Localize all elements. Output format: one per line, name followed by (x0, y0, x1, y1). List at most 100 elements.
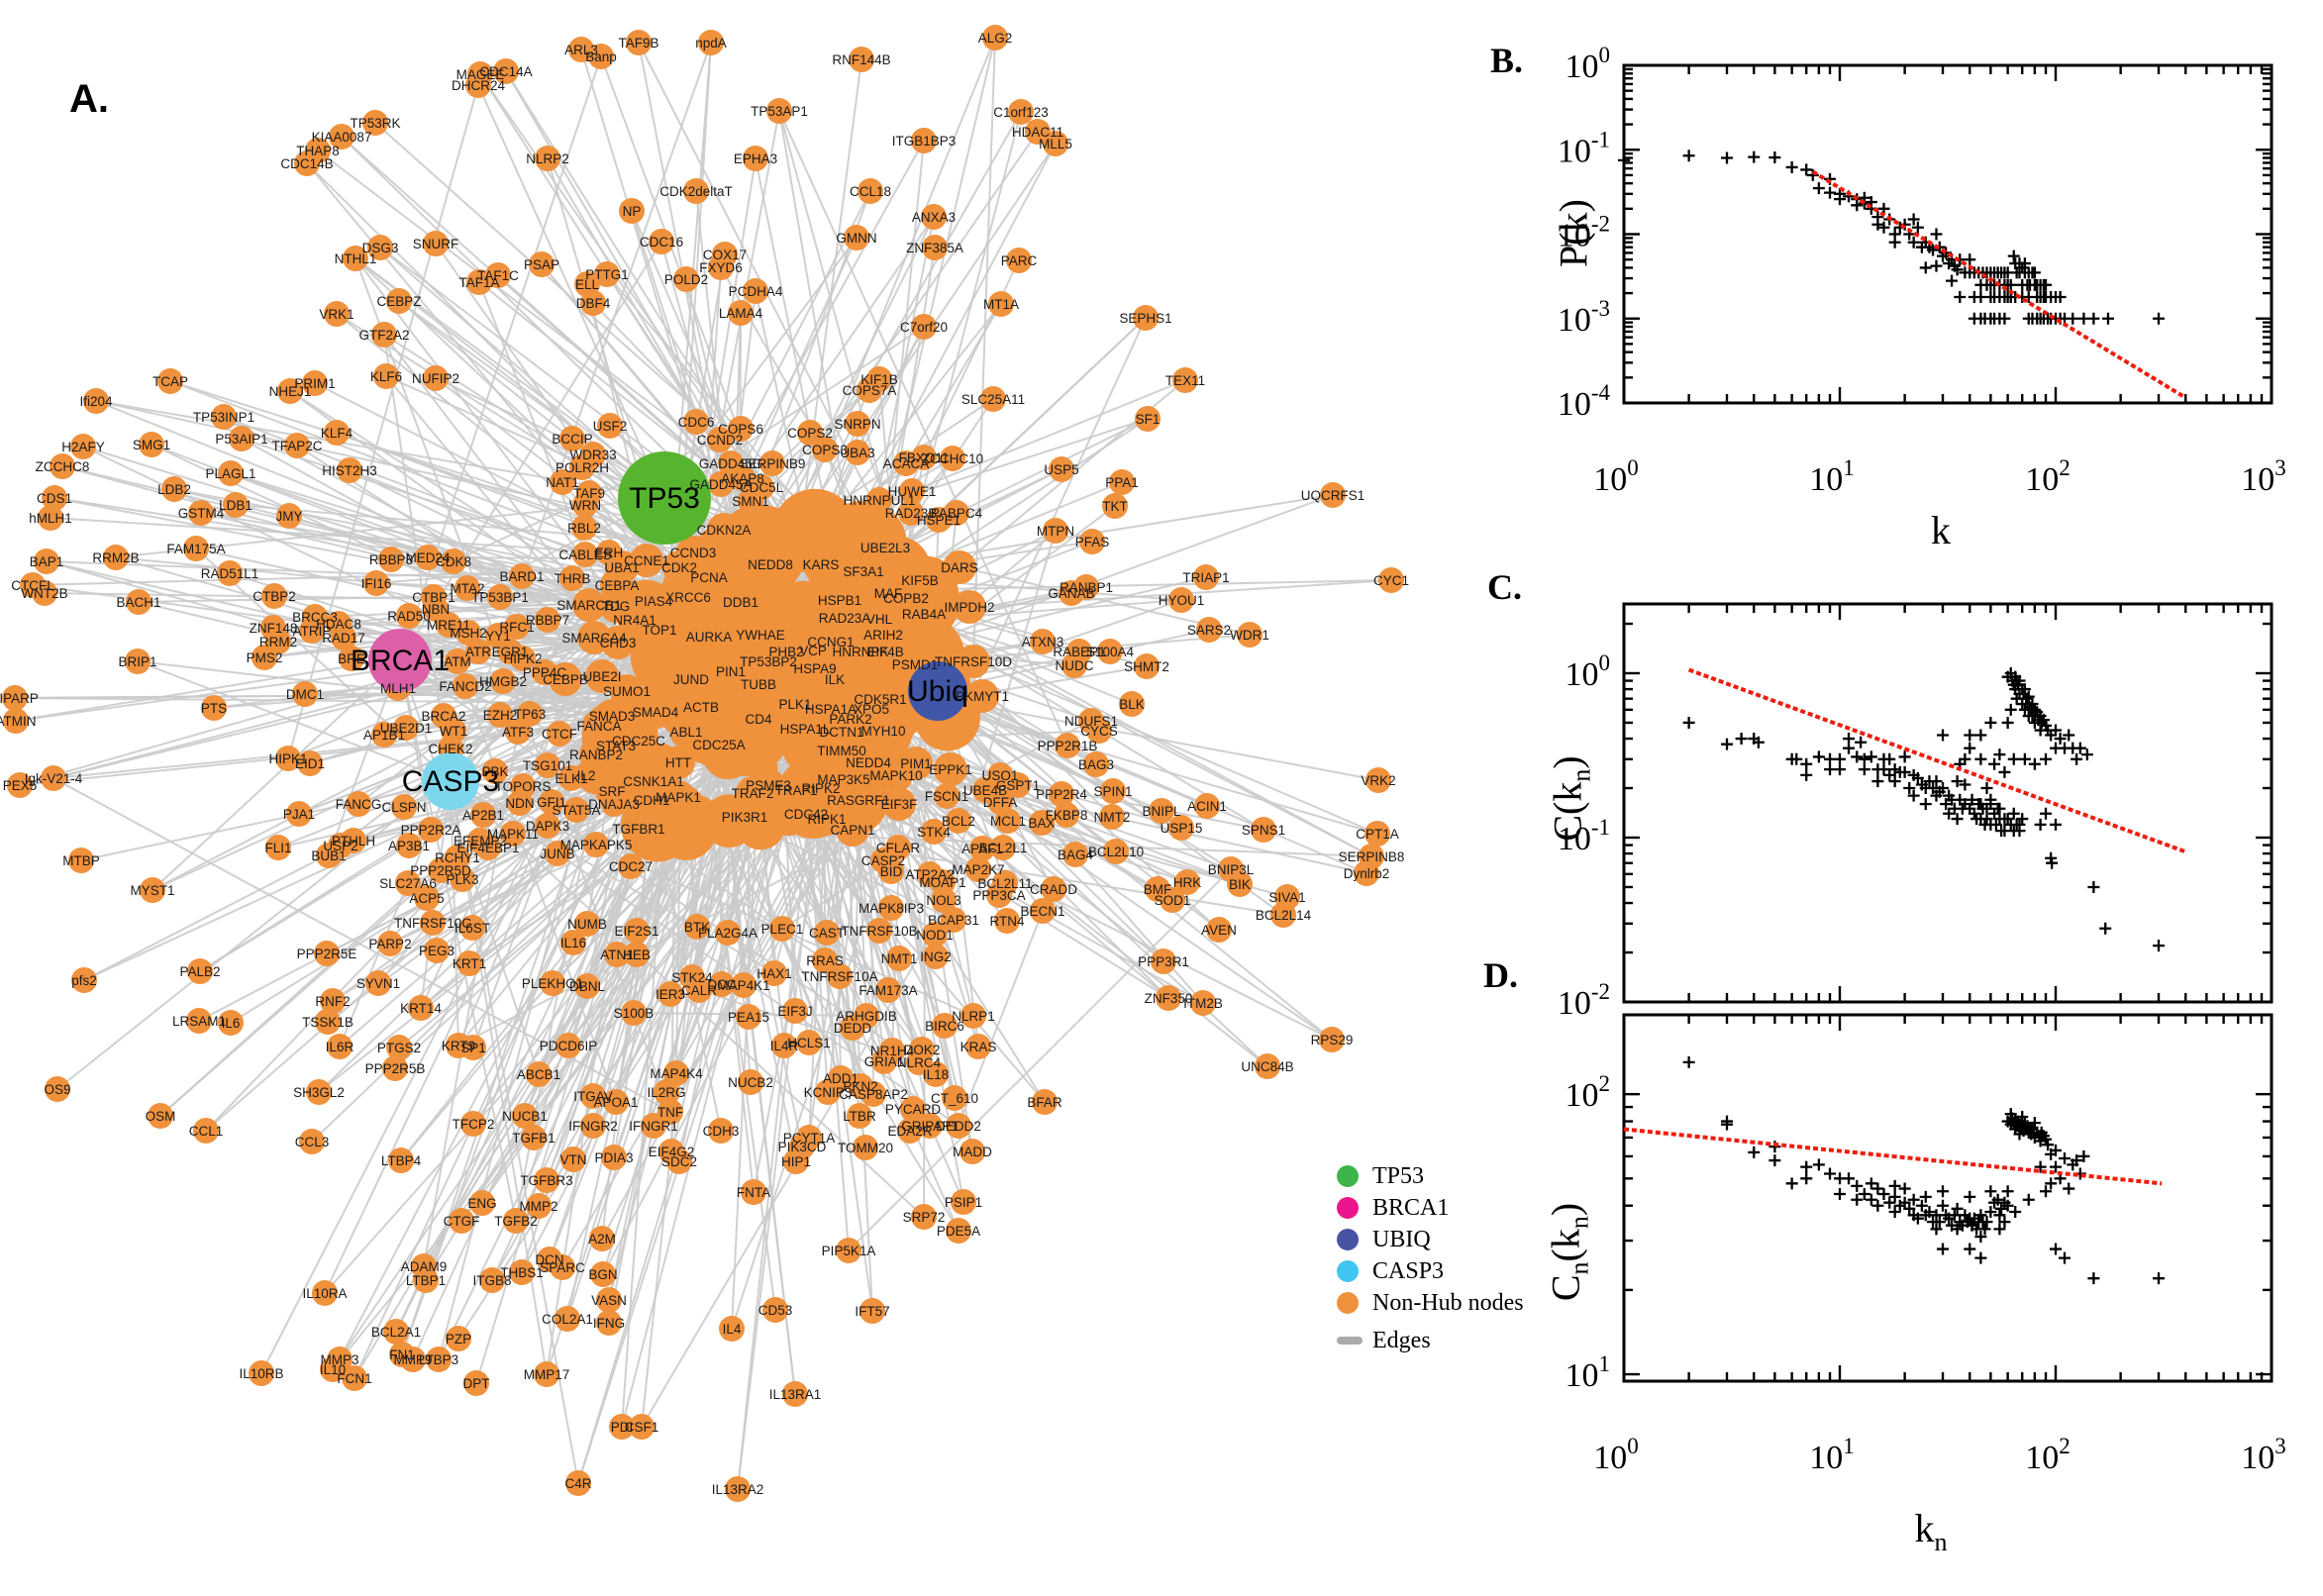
plot-b-ylabel: P(k) (1551, 199, 1596, 267)
network-node (1193, 564, 1219, 590)
network-edge (958, 910, 1044, 1127)
network-node (610, 674, 644, 708)
network-node (482, 758, 508, 784)
plot-d-ylabel: Cn(kn) (1543, 1202, 1594, 1302)
network-edge (195, 548, 452, 782)
network-node (922, 235, 948, 260)
network-node (692, 620, 726, 653)
plot-d-data-points (1682, 1055, 2166, 1285)
network-node (825, 734, 858, 767)
network-node (1030, 629, 1056, 654)
network-node (708, 471, 734, 497)
network-node (858, 178, 883, 204)
network-node (371, 722, 397, 748)
network-node (568, 37, 594, 62)
network-node (683, 409, 709, 435)
network-node (535, 752, 560, 778)
network-node (893, 450, 919, 476)
network-node (845, 440, 870, 465)
network-node (788, 712, 822, 746)
network-node (898, 500, 924, 526)
plot-c-ytick-10e0: 100 (1566, 650, 1611, 693)
plot-c-ylabel: C(kn) (1545, 755, 1596, 842)
network-node (454, 575, 480, 601)
network-node (595, 774, 629, 808)
network-node (661, 746, 695, 779)
network-node (572, 542, 598, 567)
network-edge (972, 37, 996, 662)
network-node (569, 454, 595, 480)
network-node (844, 225, 869, 250)
network-node (505, 719, 531, 745)
network-node (1172, 367, 1198, 393)
network-node (673, 266, 699, 292)
network-node (597, 413, 623, 439)
network-node (367, 235, 393, 260)
network-edge (848, 868, 1232, 1251)
network-edge (32, 566, 695, 586)
network-node (707, 427, 733, 452)
network-node (594, 261, 620, 287)
network-node (744, 618, 777, 651)
network-edge (515, 639, 701, 1222)
plot-d-frame (1622, 1013, 2273, 1383)
network-node (386, 288, 412, 314)
network-node (466, 269, 492, 295)
network-node (911, 128, 937, 153)
plot-c-data-points (1682, 666, 2166, 952)
network-node (1135, 406, 1161, 432)
plot-c-ytick-10e-2: 10-2 (1558, 979, 1610, 1022)
network-node (852, 746, 885, 779)
plot-b-frame (1622, 63, 2273, 405)
network-node (373, 363, 399, 389)
network-node (845, 411, 870, 437)
network-node (292, 681, 318, 707)
network-node (532, 659, 557, 685)
network-node (728, 300, 754, 326)
network-edge (918, 611, 1372, 857)
network-node (341, 828, 366, 853)
network-edge (260, 632, 642, 1374)
network-node (618, 853, 644, 879)
network-node (674, 662, 708, 696)
network-node (836, 813, 869, 847)
network-node (470, 802, 496, 828)
network-node (465, 72, 491, 98)
network-node (510, 646, 536, 671)
network-node (1196, 617, 1222, 643)
network-node (465, 639, 491, 664)
network-node (583, 832, 609, 857)
network-node (866, 487, 892, 513)
network-node (223, 492, 249, 518)
network-node (804, 771, 838, 805)
network-node (211, 404, 237, 430)
network-node (1049, 456, 1074, 482)
network-node (329, 124, 354, 150)
plot-d-xlabel: kn (1914, 1506, 1948, 1556)
network-node (728, 416, 754, 442)
network-node (649, 229, 674, 254)
plot-d: 100 101 102 103 102 101 (1566, 1013, 2286, 1476)
network-node (509, 563, 535, 589)
network-node (362, 110, 388, 136)
network-node (940, 446, 965, 471)
network-node (724, 585, 758, 619)
network-node (585, 659, 619, 693)
network-edge (152, 655, 660, 891)
network-node (1006, 248, 1032, 273)
network-node (1086, 718, 1112, 744)
network-node (331, 625, 356, 650)
network-node (1079, 529, 1105, 554)
network-node (899, 478, 925, 504)
network-edge (778, 110, 1068, 747)
network-node (423, 231, 449, 256)
network-edge (287, 84, 479, 759)
network-node (70, 434, 96, 459)
network-node (68, 848, 94, 873)
network-edge (737, 729, 828, 1490)
network-edge (663, 326, 925, 499)
network-edge (934, 530, 1057, 936)
network-node (683, 178, 709, 204)
network-node (157, 368, 183, 394)
network-node (766, 98, 792, 124)
